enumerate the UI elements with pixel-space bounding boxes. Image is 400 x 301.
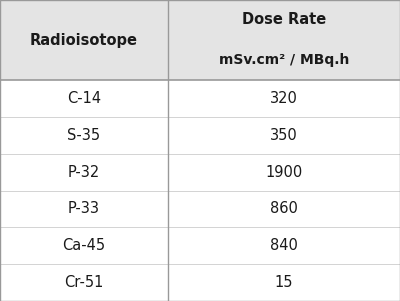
Text: 350: 350	[270, 128, 298, 143]
Text: 1900: 1900	[265, 165, 303, 180]
Text: P-33: P-33	[68, 201, 100, 216]
Text: 15: 15	[275, 275, 293, 290]
Text: mSv.cm² / MBq.h: mSv.cm² / MBq.h	[219, 53, 349, 67]
Text: 860: 860	[270, 201, 298, 216]
Text: Ca-45: Ca-45	[62, 238, 106, 253]
Text: 840: 840	[270, 238, 298, 253]
Text: Dose Rate: Dose Rate	[242, 13, 326, 27]
Bar	[0, 0, 400, 80]
Text: C-14: C-14	[67, 91, 101, 106]
Text: 320: 320	[270, 91, 298, 106]
Text: Cr-51: Cr-51	[64, 275, 104, 290]
Text: P-32: P-32	[68, 165, 100, 180]
Text: S-35: S-35	[68, 128, 100, 143]
Bar	[0, 80, 400, 301]
Text: Radioisotope: Radioisotope	[30, 33, 138, 48]
